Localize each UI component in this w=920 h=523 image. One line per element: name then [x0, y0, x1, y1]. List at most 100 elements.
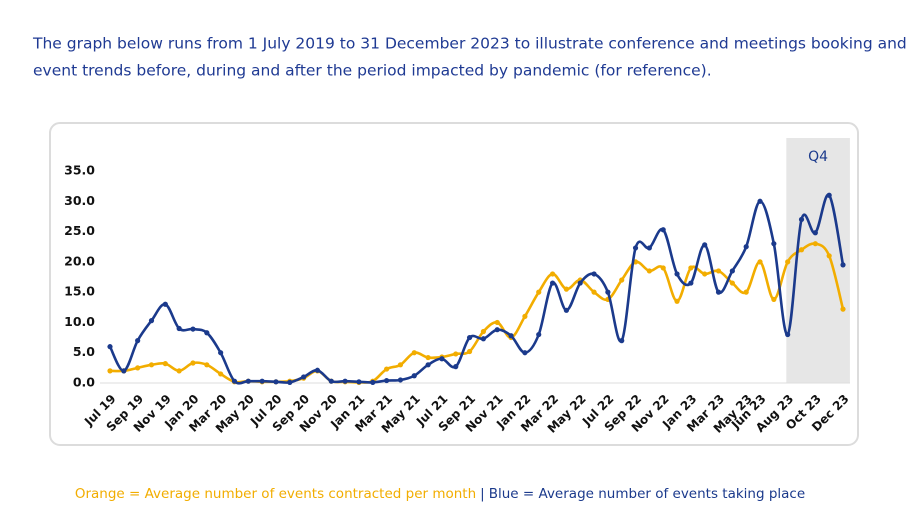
y-tick-label: 25.0: [64, 223, 95, 238]
data-point: [577, 280, 583, 286]
data-point: [632, 245, 639, 251]
data-point: [715, 268, 722, 274]
legend-orange: Orange = Average number of events contra…: [75, 486, 476, 502]
data-point: [190, 326, 196, 332]
data-point: [273, 379, 279, 385]
data-point: [757, 259, 763, 265]
data-point: [453, 351, 459, 357]
data-point: [397, 362, 404, 368]
data-point: [328, 378, 334, 384]
data-point: [384, 366, 390, 372]
data-point: [176, 325, 182, 332]
data-point: [549, 271, 556, 277]
data-point: [466, 348, 473, 355]
data-point: [660, 227, 666, 233]
data-point: [480, 328, 487, 335]
data-point: [176, 368, 182, 374]
data-point: [453, 364, 459, 370]
data-point: [702, 271, 708, 277]
data-point: [411, 373, 417, 379]
highlight-label: Q4: [808, 149, 828, 165]
data-point: [771, 296, 777, 303]
data-point: [384, 377, 390, 384]
data-point: [494, 319, 500, 326]
data-point: [536, 331, 542, 338]
data-point: [370, 379, 376, 385]
data-point: [522, 350, 528, 356]
data-point: [826, 253, 832, 259]
data-point: [508, 333, 514, 339]
data-point: [798, 247, 805, 253]
data-point: [218, 371, 224, 377]
data-point: [840, 262, 846, 268]
data-point: [688, 265, 694, 271]
data-point: [674, 271, 680, 277]
y-tick-label: 5.0: [73, 344, 95, 359]
data-point: [218, 350, 224, 356]
data-point: [771, 241, 777, 247]
data-point: [204, 330, 210, 336]
data-point: [522, 313, 528, 319]
data-point: [107, 368, 113, 374]
data-point: [466, 334, 473, 341]
data-point: [729, 268, 735, 274]
y-tick-label: 30.0: [64, 193, 95, 208]
data-point: [674, 298, 680, 304]
data-point: [688, 280, 694, 286]
data-point: [425, 362, 431, 368]
data-point: [646, 268, 652, 274]
data-point: [162, 301, 168, 307]
y-tick-label: 10.0: [64, 314, 95, 329]
data-point: [743, 244, 749, 250]
data-point: [121, 368, 127, 374]
data-point: [411, 350, 417, 356]
intro-line: The graph below runs from 1 July 2019 to…: [32, 35, 907, 53]
data-point: [549, 280, 556, 286]
data-point: [785, 331, 791, 338]
data-point: [715, 289, 722, 295]
data-point: [135, 338, 141, 344]
data-point: [259, 378, 265, 384]
data-point: [480, 336, 487, 342]
data-point: [245, 378, 251, 384]
data-point: [107, 344, 113, 350]
legend-note: Orange = Average number of events contra…: [75, 486, 805, 502]
y-tick-label: 0.0: [73, 375, 95, 390]
data-point: [702, 242, 708, 248]
data-point: [439, 356, 445, 362]
intro-line: event trends before, during and after th…: [33, 62, 712, 80]
data-point: [619, 338, 625, 344]
data-point: [591, 271, 597, 277]
data-point: [425, 354, 431, 361]
data-point: [190, 360, 196, 366]
data-point: [231, 378, 238, 384]
data-point: [785, 259, 791, 265]
data-point: [812, 230, 818, 236]
data-point: [743, 289, 749, 295]
data-point: [494, 327, 500, 333]
legend-blue: Blue = Average number of events taking p…: [489, 486, 805, 502]
data-point: [301, 374, 307, 380]
data-point: [798, 216, 805, 223]
data-point: [135, 365, 141, 371]
data-point: [826, 192, 832, 198]
data-point: [356, 379, 362, 385]
y-tick-label: 15.0: [64, 284, 95, 299]
data-point: [605, 289, 611, 295]
data-point: [660, 265, 666, 271]
data-point: [840, 306, 846, 312]
data-point: [563, 307, 569, 313]
data-point: [342, 378, 348, 384]
data-point: [287, 379, 293, 385]
data-point: [536, 289, 542, 295]
data-point: [563, 286, 569, 292]
data-point: [591, 289, 597, 295]
data-point: [204, 362, 210, 368]
data-point: [757, 198, 763, 204]
data-point: [162, 361, 168, 367]
data-point: [646, 245, 652, 251]
data-point: [314, 367, 321, 373]
data-point: [148, 362, 155, 368]
